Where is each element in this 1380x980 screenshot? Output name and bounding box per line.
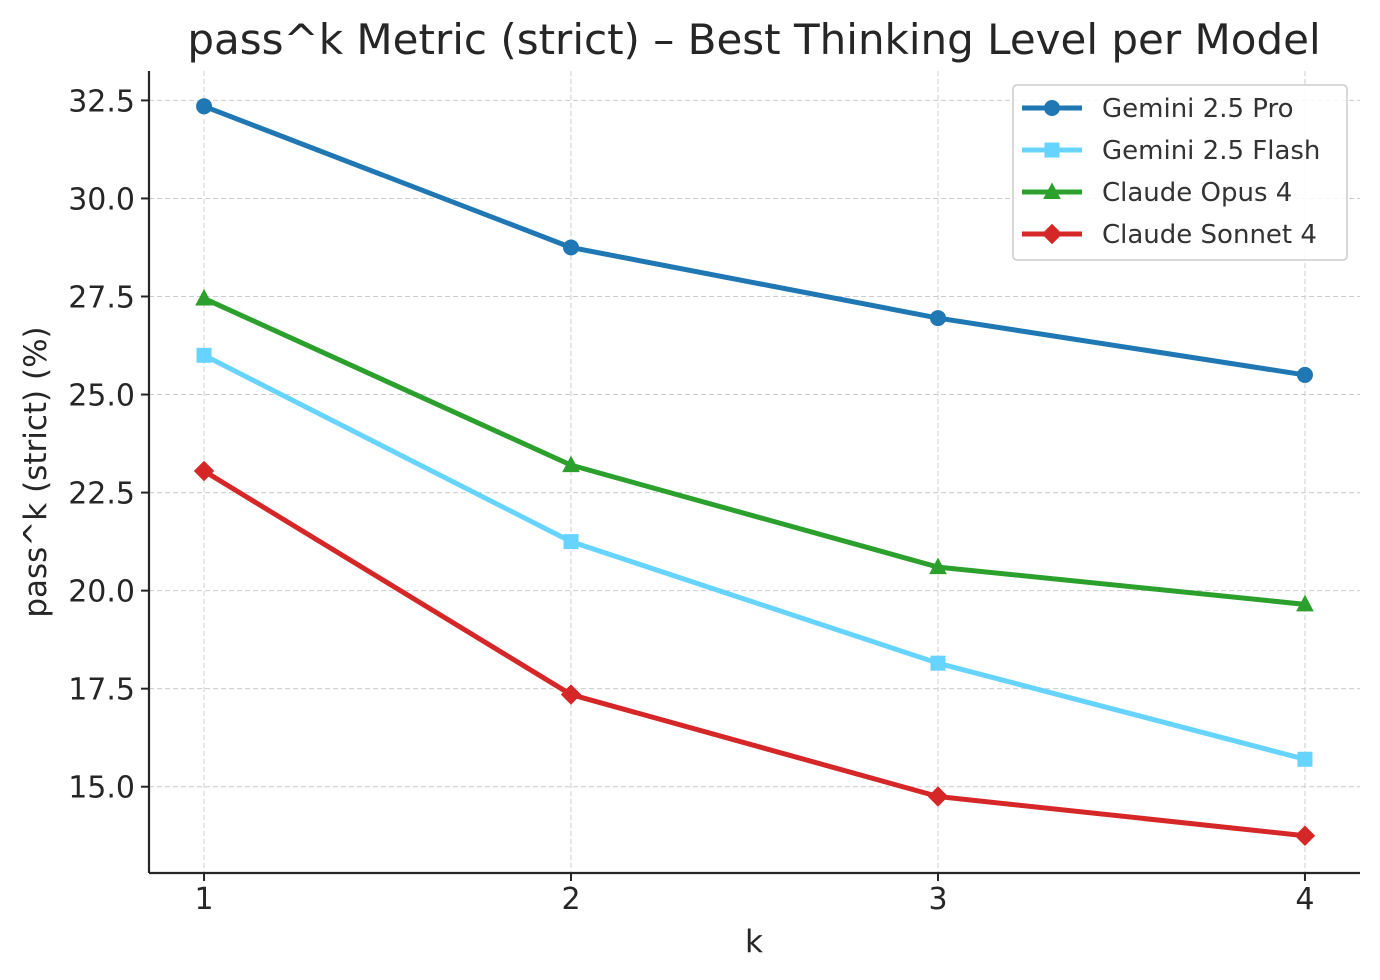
- legend-square-marker: [1044, 142, 1060, 158]
- series-gemini-2-5-flash: [196, 347, 1313, 767]
- square-marker: [1297, 751, 1313, 767]
- diamond-marker: [927, 786, 949, 807]
- chart-title: pass^k Metric (strict) – Best Thinking L…: [187, 15, 1320, 64]
- legend-item: Gemini 2.5 Pro: [1022, 94, 1294, 124]
- y-tick-label: 20.0: [68, 575, 135, 610]
- triangle-marker: [929, 557, 947, 575]
- legend-item: Claude Sonnet 4: [1022, 220, 1317, 250]
- y-tick-label: 25.0: [68, 379, 135, 414]
- y-tick-label: 30.0: [68, 182, 135, 217]
- square-marker: [196, 347, 212, 363]
- y-tick-label: 27.5: [68, 281, 135, 316]
- circle-marker: [196, 98, 213, 115]
- legend-triangle-marker: [1043, 182, 1061, 199]
- legend-item: Gemini 2.5 Flash: [1022, 136, 1320, 166]
- legend-item: Claude Opus 4: [1022, 178, 1292, 208]
- square-marker: [563, 534, 579, 550]
- triangle-marker: [195, 288, 213, 306]
- y-tick-label: 22.5: [68, 477, 135, 512]
- series-line: [201, 295, 1308, 607]
- triangle-marker: [562, 455, 580, 473]
- x-tick-label: 2: [561, 882, 580, 917]
- triangle-marker: [1296, 594, 1314, 612]
- x-tick-label: 3: [928, 882, 947, 917]
- series-line: [201, 468, 1308, 839]
- y-tick-label: 32.5: [68, 84, 135, 119]
- circle-marker: [929, 310, 946, 327]
- x-tick-label: 4: [1295, 882, 1314, 917]
- x-tick-label: 1: [194, 882, 213, 917]
- legend-box: [1012, 84, 1348, 261]
- legend: Gemini 2.5 Pro Gemini 2.5 Flash Claude Opu…: [1012, 84, 1348, 261]
- legend-label: Gemini 2.5 Pro: [1102, 94, 1294, 124]
- axes: [147, 71, 1360, 875]
- legend-label: Claude Sonnet 4: [1102, 220, 1317, 250]
- diamond-marker: [1294, 825, 1316, 846]
- diamond-marker: [560, 684, 582, 705]
- legend-label: Claude Opus 4: [1102, 178, 1292, 208]
- legend-circle-marker: [1044, 100, 1060, 116]
- series-line: [201, 103, 1308, 378]
- series-claude-sonnet-4: [193, 460, 1316, 846]
- y-tick-label: 15.0: [68, 771, 135, 806]
- x-axis-label: k: [745, 924, 763, 960]
- y-axis-label: pass^k (strict) (%): [18, 326, 54, 617]
- series-line: [201, 352, 1308, 762]
- circle-marker: [563, 239, 580, 256]
- legend-label: Gemini 2.5 Flash: [1102, 136, 1320, 166]
- legend-diamond-marker: [1041, 223, 1063, 245]
- circle-marker: [1296, 366, 1313, 383]
- square-marker: [930, 655, 946, 671]
- series-gemini-2-5-pro: [196, 98, 1313, 383]
- ticks: 1 2 3 4 15.0 17.5 20.0 22.5 25.0 27.5 30.0 32.5: [68, 84, 1314, 917]
- diamond-marker: [193, 460, 215, 482]
- series: [193, 98, 1316, 846]
- y-tick-label: 17.5: [68, 673, 135, 708]
- series-claude-opus-4: [195, 288, 1314, 612]
